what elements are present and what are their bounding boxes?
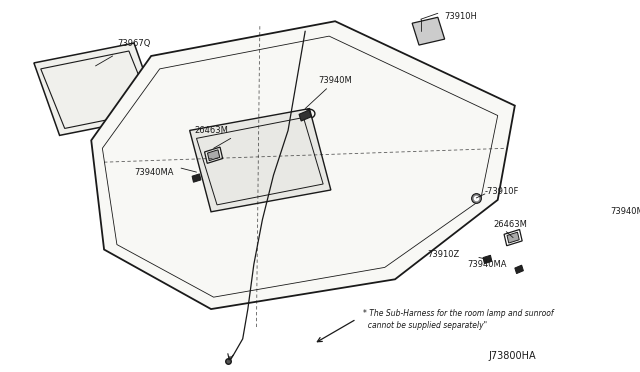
Polygon shape [92,21,515,309]
Text: 73967Q: 73967Q [117,39,150,48]
Text: 73910H: 73910H [445,12,477,21]
Polygon shape [299,110,311,121]
Polygon shape [192,174,201,182]
Polygon shape [593,214,605,225]
Text: cannot be supplied separately": cannot be supplied separately" [362,321,486,330]
Text: 73940MA: 73940MA [468,260,508,269]
Text: -73910F: -73910F [485,187,519,196]
Polygon shape [34,43,160,135]
Polygon shape [207,150,220,161]
Polygon shape [483,255,492,264]
Polygon shape [412,17,445,45]
Text: * The Sub-Harness for the room lamp and sunroof: * The Sub-Harness for the room lamp and … [362,309,553,318]
Text: J73800HA: J73800HA [488,351,536,361]
Text: 73940M: 73940M [611,207,640,216]
Text: 26463M: 26463M [493,220,527,229]
Polygon shape [515,265,524,273]
Text: 73940MA: 73940MA [134,168,173,177]
Polygon shape [507,232,519,243]
Text: 26463M: 26463M [194,126,228,135]
Text: 73910Z: 73910Z [428,250,460,259]
Polygon shape [189,109,331,212]
Text: 73940M: 73940M [318,76,352,85]
